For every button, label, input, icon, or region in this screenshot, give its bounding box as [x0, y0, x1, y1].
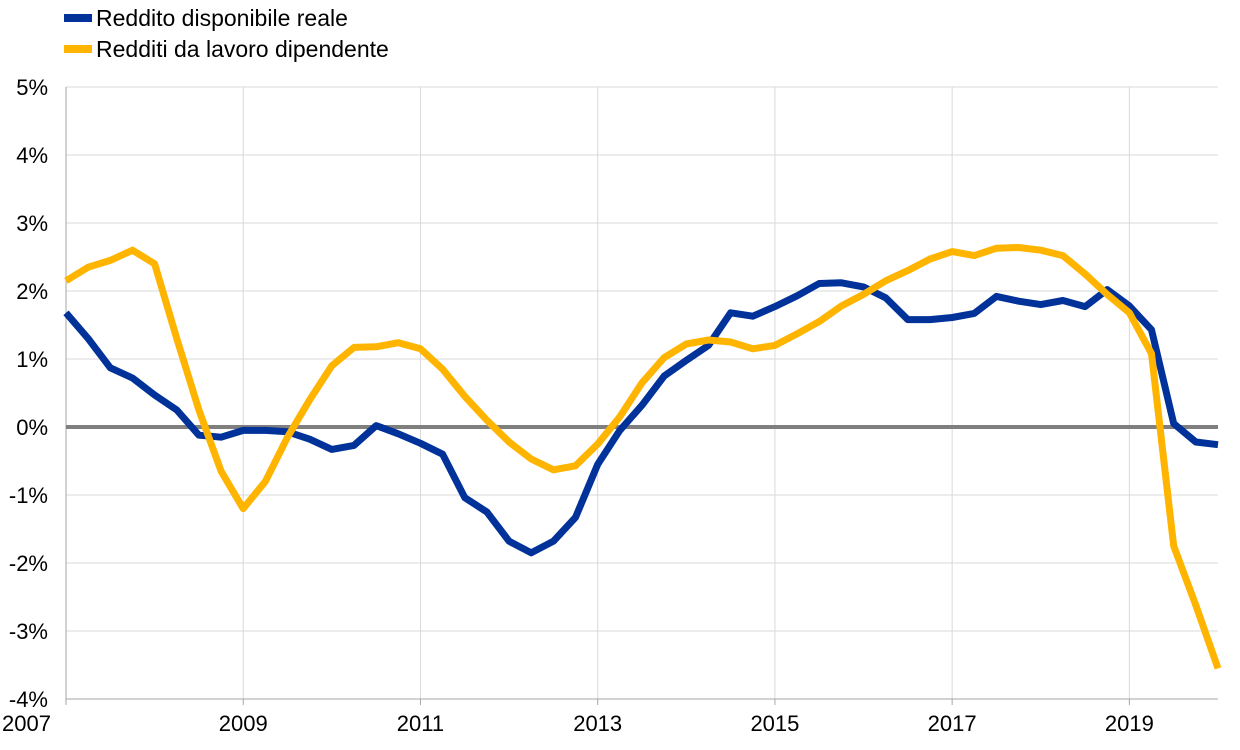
y-tick-label: -4% [9, 687, 48, 712]
series-lines [63, 244, 1222, 670]
legend: Reddito disponibile reale Redditi da lavo… [64, 5, 389, 62]
x-tick-label: 2009 [219, 711, 268, 736]
y-tick-label: 2% [16, 279, 48, 304]
legend-swatch [64, 14, 92, 22]
series-line-1 [64, 244, 1222, 670]
legend-swatch [64, 45, 92, 53]
x-axis-tick-labels: 2007 2009 2011 2013 2015 2017 2019 [2, 711, 1154, 736]
legend-label: Reddito disponibile reale [96, 5, 348, 31]
y-tick-label: 5% [16, 75, 48, 100]
horizontal-gridlines [66, 86, 1218, 700]
x-axis-tick-marks [65, 699, 1130, 705]
y-tick-label: 1% [16, 347, 48, 372]
y-tick-label: 3% [16, 211, 48, 236]
y-tick-label: -2% [9, 551, 48, 576]
y-tick-label: 0% [16, 415, 48, 440]
y-axis-tick-labels: -4% -3% -2% -1% 0% 1% 2% 3% 4% 5% [9, 75, 48, 712]
y-tick-label: 4% [16, 143, 48, 168]
x-tick-label: 2015 [750, 711, 799, 736]
x-tick-label: 2007 [2, 711, 51, 736]
x-tick-label: 2019 [1105, 711, 1154, 736]
x-tick-label: 2011 [397, 711, 444, 736]
x-tick-label: 2017 [928, 711, 977, 736]
x-tick-label: 2013 [573, 711, 622, 736]
y-tick-label: -3% [9, 619, 48, 644]
series-line-0 [63, 279, 1219, 557]
y-tick-label: -1% [9, 483, 48, 508]
vertical-gridlines [242, 87, 1130, 699]
legend-label: Redditi da lavoro dipendente [96, 36, 389, 62]
